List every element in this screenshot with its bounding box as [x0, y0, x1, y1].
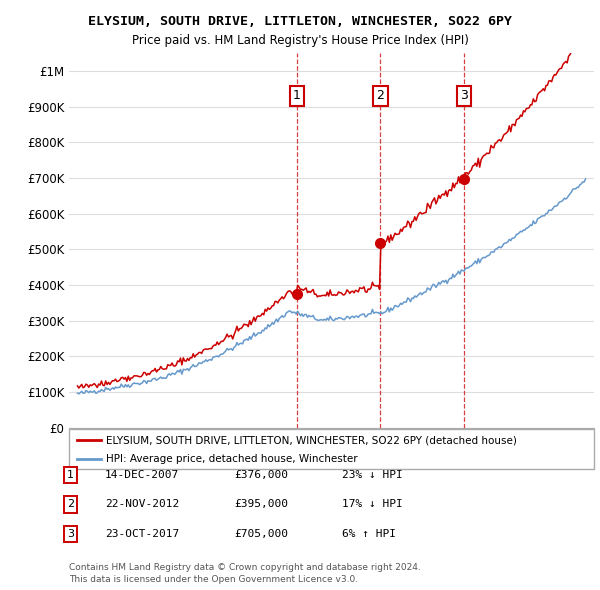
FancyBboxPatch shape [69, 429, 594, 469]
Text: HPI: Average price, detached house, Winchester: HPI: Average price, detached house, Winc… [106, 454, 358, 464]
Text: 6% ↑ HPI: 6% ↑ HPI [342, 529, 396, 539]
Text: 22-NOV-2012: 22-NOV-2012 [105, 500, 179, 509]
Text: 14-DEC-2007: 14-DEC-2007 [105, 470, 179, 480]
Text: ELYSIUM, SOUTH DRIVE, LITTLETON, WINCHESTER, SO22 6PY: ELYSIUM, SOUTH DRIVE, LITTLETON, WINCHES… [88, 15, 512, 28]
Text: 1: 1 [67, 470, 74, 480]
Text: 1: 1 [293, 90, 301, 103]
Text: £395,000: £395,000 [234, 500, 288, 509]
Text: Price paid vs. HM Land Registry's House Price Index (HPI): Price paid vs. HM Land Registry's House … [131, 34, 469, 47]
Text: 3: 3 [67, 529, 74, 539]
Text: 3: 3 [460, 90, 468, 103]
Text: 17% ↓ HPI: 17% ↓ HPI [342, 500, 403, 509]
Text: 23% ↓ HPI: 23% ↓ HPI [342, 470, 403, 480]
Text: 23-OCT-2017: 23-OCT-2017 [105, 529, 179, 539]
Text: Contains HM Land Registry data © Crown copyright and database right 2024.: Contains HM Land Registry data © Crown c… [69, 563, 421, 572]
Text: ELYSIUM, SOUTH DRIVE, LITTLETON, WINCHESTER, SO22 6PY (detached house): ELYSIUM, SOUTH DRIVE, LITTLETON, WINCHES… [106, 435, 517, 445]
Text: £705,000: £705,000 [234, 529, 288, 539]
Text: This data is licensed under the Open Government Licence v3.0.: This data is licensed under the Open Gov… [69, 575, 358, 584]
Text: 2: 2 [377, 90, 385, 103]
Text: 2: 2 [67, 500, 74, 509]
Text: £376,000: £376,000 [234, 470, 288, 480]
